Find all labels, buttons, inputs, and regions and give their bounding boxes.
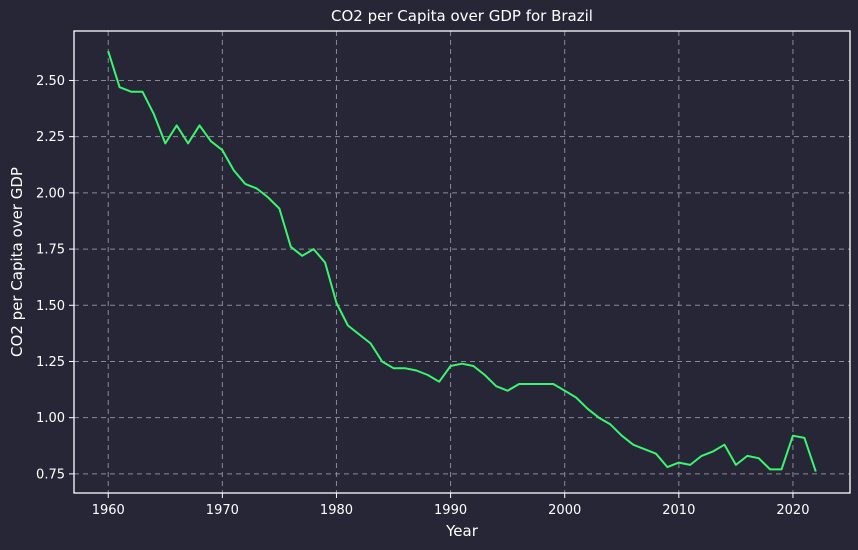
x-tick-label: 1960 <box>92 503 125 518</box>
x-tick-label: 1970 <box>206 503 239 518</box>
x-tick-label: 2000 <box>548 503 581 518</box>
plot-frame <box>73 30 851 494</box>
y-axis: 0.75 1.00 1.25 1.50 1.75 2.00 2.25 2.50 <box>36 74 74 482</box>
y-tick-label: 2.25 <box>36 130 65 145</box>
y-axis-label: CO2 per Capita over GDP <box>8 167 26 357</box>
x-axis-label: Year <box>445 522 479 540</box>
chart-title: CO2 per Capita over GDP for Brazil <box>331 7 593 25</box>
y-tick-label: 1.25 <box>36 355 65 370</box>
x-tick-label: 2010 <box>662 503 695 518</box>
x-tick-label: 1980 <box>320 503 353 518</box>
y-tick-label: 0.75 <box>36 467 65 482</box>
y-tick-label: 2.50 <box>36 74 65 89</box>
y-tick-label: 2.00 <box>36 186 65 201</box>
x-tick-label: 2020 <box>776 503 809 518</box>
series-layer <box>107 50 817 472</box>
grid <box>74 31 850 493</box>
series-line <box>107 50 817 472</box>
y-tick-label: 1.75 <box>36 243 65 258</box>
y-tick-label: 1.00 <box>36 411 65 426</box>
x-axis: 1960 1970 1980 1990 2000 2010 2020 <box>92 493 809 518</box>
x-tick-label: 1990 <box>434 503 467 518</box>
y-tick-label: 1.50 <box>36 299 65 314</box>
